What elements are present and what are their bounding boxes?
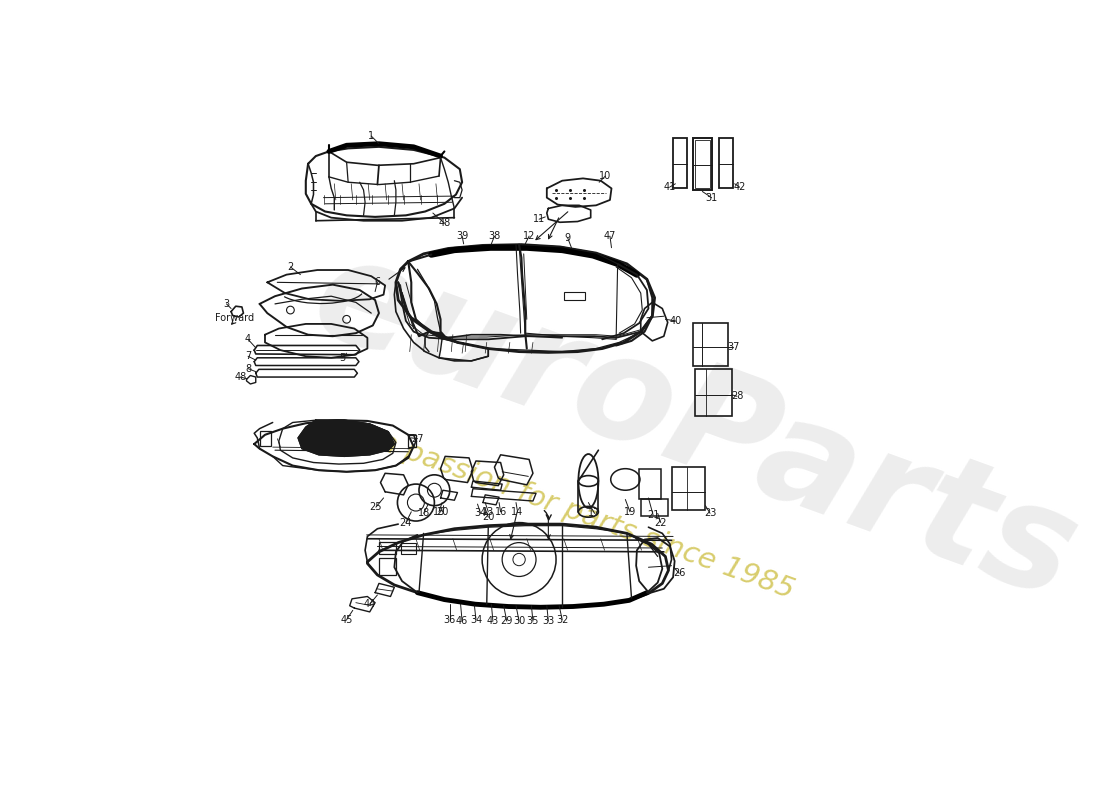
Bar xyxy=(693,138,713,190)
Text: 19: 19 xyxy=(624,507,636,517)
Text: 33: 33 xyxy=(542,616,554,626)
Text: 31: 31 xyxy=(705,193,717,202)
Text: 46: 46 xyxy=(456,616,469,626)
Text: 32: 32 xyxy=(556,614,569,625)
Text: 34: 34 xyxy=(474,508,486,518)
Text: 16: 16 xyxy=(495,507,507,517)
Bar xyxy=(260,431,272,446)
Bar xyxy=(695,370,732,415)
Text: 20: 20 xyxy=(437,507,449,517)
Text: 48: 48 xyxy=(234,372,246,382)
Bar xyxy=(408,435,416,447)
Text: 26: 26 xyxy=(673,568,685,578)
Bar xyxy=(640,498,669,516)
Text: 48: 48 xyxy=(438,218,451,228)
Text: 9: 9 xyxy=(564,233,571,242)
Text: 41: 41 xyxy=(664,182,676,192)
Text: 12: 12 xyxy=(522,231,536,241)
Text: 17: 17 xyxy=(588,508,601,518)
Text: 25: 25 xyxy=(370,502,382,512)
Text: 13: 13 xyxy=(482,507,494,517)
Text: 21: 21 xyxy=(647,510,659,520)
Text: 11: 11 xyxy=(534,214,546,224)
Bar xyxy=(695,140,711,188)
Text: 24: 24 xyxy=(399,518,412,527)
Text: euroParts: euroParts xyxy=(295,224,1094,630)
Bar xyxy=(400,543,416,554)
Bar xyxy=(378,558,396,575)
Text: 22: 22 xyxy=(654,518,667,527)
Bar xyxy=(563,292,585,300)
Text: 27: 27 xyxy=(411,434,424,444)
Text: 18: 18 xyxy=(418,508,430,518)
Text: 45: 45 xyxy=(340,614,353,625)
Text: 10: 10 xyxy=(600,171,612,181)
Bar xyxy=(671,467,705,510)
Text: 38: 38 xyxy=(488,231,501,241)
Text: 35: 35 xyxy=(527,616,539,626)
Text: 14: 14 xyxy=(512,507,524,517)
Text: 2: 2 xyxy=(287,262,294,272)
Text: 42: 42 xyxy=(733,182,746,192)
Text: 15: 15 xyxy=(432,507,446,517)
Text: 43: 43 xyxy=(487,616,499,626)
Bar xyxy=(693,323,728,366)
Bar xyxy=(719,138,733,188)
Text: 28: 28 xyxy=(730,391,744,402)
Text: 23: 23 xyxy=(704,508,716,518)
Text: 36: 36 xyxy=(443,614,455,625)
Text: a passion for parts since 1985: a passion for parts since 1985 xyxy=(375,427,799,604)
Text: 34: 34 xyxy=(470,614,482,625)
Text: 40: 40 xyxy=(669,316,682,326)
Text: Forward: Forward xyxy=(216,313,254,322)
Text: 20: 20 xyxy=(482,512,495,522)
Bar xyxy=(639,469,661,499)
Text: 44: 44 xyxy=(364,599,376,610)
Bar xyxy=(378,542,396,554)
Text: 4: 4 xyxy=(245,334,251,344)
Text: 29: 29 xyxy=(500,616,513,626)
Text: 5: 5 xyxy=(339,353,345,363)
Bar xyxy=(673,138,686,188)
Text: 3: 3 xyxy=(223,299,230,309)
Text: 1: 1 xyxy=(368,131,374,141)
Text: 7: 7 xyxy=(245,351,251,362)
Text: 30: 30 xyxy=(513,616,525,626)
Text: 47: 47 xyxy=(604,231,616,241)
Polygon shape xyxy=(298,420,395,456)
Text: 39: 39 xyxy=(456,231,469,241)
Text: 37: 37 xyxy=(727,342,739,352)
Text: 8: 8 xyxy=(245,363,251,374)
Text: 6: 6 xyxy=(374,278,381,287)
